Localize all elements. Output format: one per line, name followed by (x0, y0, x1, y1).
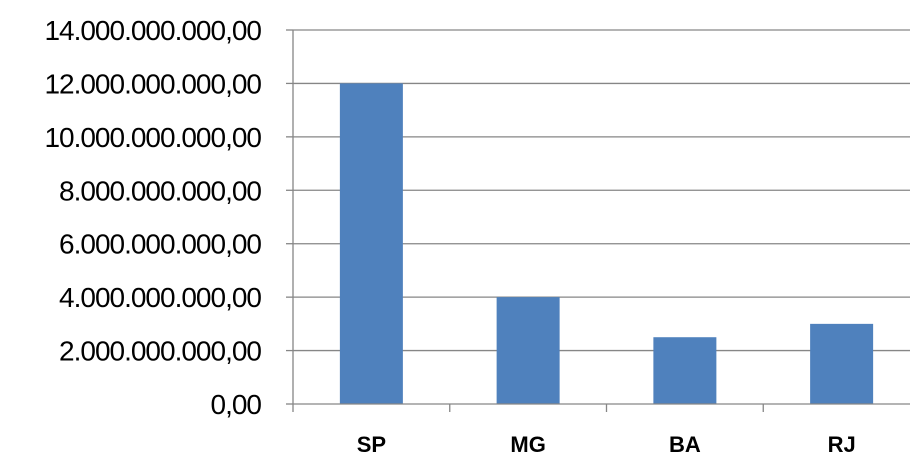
x-tick-label: BA (669, 432, 701, 456)
axes (292, 30, 910, 405)
x-tick-label: MG (510, 432, 545, 456)
y-tick-label: 4.000.000.000,00 (59, 282, 261, 313)
y-tick-label: 0,00 (211, 389, 262, 420)
bars (339, 83, 874, 404)
y-tick-label: 6.000.000.000,00 (59, 229, 261, 260)
y-tick-label: 10.000.000.000,00 (44, 122, 261, 153)
y-tick-label: 14.000.000.000,00 (44, 15, 261, 46)
x-axis-ticks: SP MG BA RJ (292, 404, 856, 456)
bar-rj (810, 323, 874, 404)
x-tick-label: RJ (828, 432, 856, 456)
y-tick-label: 8.000.000.000,00 (59, 175, 261, 206)
bar-sp (339, 83, 403, 404)
x-tick-label: SP (357, 432, 386, 456)
bar-ba (653, 337, 717, 404)
y-tick-label: 12.000.000.000,00 (44, 68, 261, 99)
bar-mg (496, 297, 560, 404)
y-tick-label: 2.000.000.000,00 (59, 336, 261, 367)
y-axis-ticks: 0,00 2.000.000.000,00 4.000.000.000,00 6.00… (44, 15, 293, 420)
